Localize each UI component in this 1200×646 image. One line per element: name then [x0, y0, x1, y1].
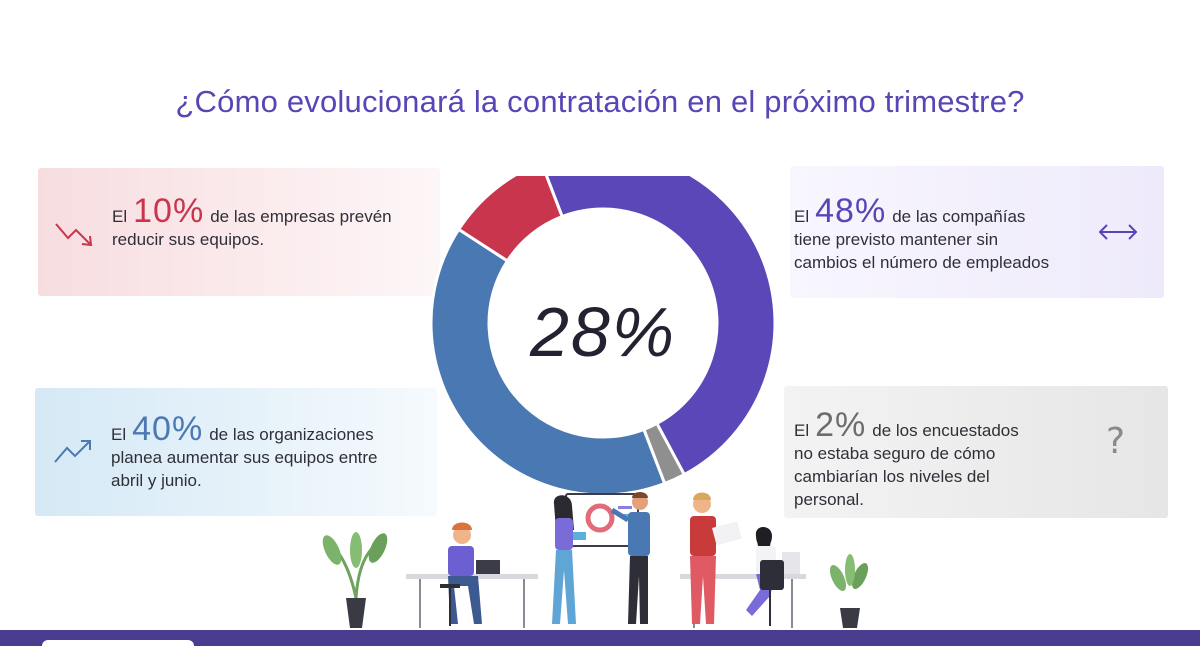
maintain-percentage: 48%	[815, 192, 887, 230]
maintain-text-line-2: cambios el número de empleados	[794, 253, 1050, 272]
decrease-card: El 10% de las empresas prevén reducir sus …	[38, 168, 440, 296]
unsure-card-text: El 2% de los encuestados no estaba seguro …	[794, 408, 1094, 511]
increase-card-text: El 40% de las organizaciones planea aument…	[111, 412, 431, 492]
trend-up-arrow-icon	[53, 436, 97, 472]
donut-segment-reducir	[456, 176, 565, 263]
unsure-el: El	[794, 421, 810, 440]
office-illustration	[322, 492, 869, 628]
chart-title: ¿Cómo evolucionará la contratación en el…	[175, 84, 1025, 119]
increase-text-line-2: abril y junio.	[111, 471, 202, 490]
increase-percentage: 40%	[132, 410, 204, 448]
desk-left-illustration	[406, 522, 538, 628]
horizontal-double-arrow-icon	[1096, 220, 1140, 250]
maintain-card: El 48% de las compañías tiene previsto man…	[790, 166, 1164, 298]
man-presenter-illustration	[610, 492, 650, 624]
unsure-text-line-2: cambiarían los niveles del	[794, 467, 990, 486]
trend-down-arrow-icon	[54, 220, 98, 256]
decrease-text-line: reducir sus equipos.	[112, 230, 265, 249]
footer-tab	[42, 640, 194, 646]
maintain-el: El	[794, 207, 810, 226]
maintain-card-text: El 48% de las compañías tiene previsto man…	[794, 194, 1100, 274]
donut-center-label: 28%	[529, 293, 677, 371]
woman-presenter-illustration	[552, 495, 576, 624]
unsure-text-inline: de los encuestados	[872, 421, 1019, 440]
unsure-text-line-3: personal.	[794, 490, 864, 509]
plant-left-illustration	[322, 532, 388, 628]
unsure-card: El 2% de los encuestados no estaba seguro …	[784, 386, 1168, 518]
decrease-el: El	[112, 207, 128, 226]
maintain-text-inline: de las compañías	[892, 207, 1026, 226]
donut-segment-mantener	[544, 176, 777, 477]
decrease-text-inline: de las empresas prevén	[210, 207, 392, 226]
maintain-text-line-1: tiene previsto mantener sin	[794, 230, 999, 249]
increase-el: El	[111, 425, 127, 444]
donut-chart	[429, 176, 777, 496]
footer-bar	[0, 630, 1200, 646]
decrease-percentage: 10%	[133, 192, 205, 230]
donut-segment-aumentar	[429, 227, 667, 496]
plant-right-illustration	[829, 554, 869, 628]
decrease-card-text: El 10% de las empresas prevén reducir sus …	[112, 194, 442, 251]
question-mark-icon: ?	[1106, 421, 1126, 462]
desk-right-illustration	[680, 492, 806, 628]
increase-card: El 40% de las organizaciones planea aument…	[35, 388, 437, 516]
unsure-text-line-1: no estaba seguro de cómo	[794, 444, 996, 463]
increase-text-inline: de las organizaciones	[209, 425, 374, 444]
unsure-percentage: 2%	[815, 406, 867, 444]
increase-text-line-1: planea aumentar sus equipos entre	[111, 448, 378, 467]
